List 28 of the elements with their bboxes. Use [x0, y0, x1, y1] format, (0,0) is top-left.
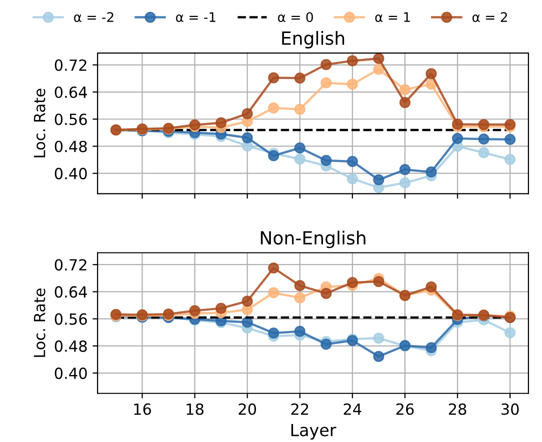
x-tick-label: 22: [291, 403, 308, 415]
y-tick-label: 0.64: [54, 86, 87, 98]
x-axis-title: Layer: [291, 424, 336, 440]
y-tick-label: 0.48: [54, 140, 87, 152]
y-axis-title: Loc. Rate: [34, 88, 46, 158]
x-tick-label: 26: [396, 403, 414, 415]
x-tick-label: 30: [502, 403, 519, 415]
y-tick-label: 0.56: [54, 313, 87, 325]
legend-label: α = 2: [472, 12, 507, 22]
legend-label: α = 0: [278, 12, 313, 22]
x-tick-label: 24: [344, 403, 362, 415]
y-tick-label: 0.40: [54, 368, 87, 380]
x-tick-label: 20: [238, 403, 256, 415]
y-tick-label: 0.72: [54, 259, 86, 271]
y-tick-label: 0.64: [54, 286, 87, 298]
y-tick-label: 0.56: [54, 114, 87, 126]
y-axis-title: Loc. Rate: [34, 288, 46, 357]
chart-title: English: [282, 30, 344, 48]
x-tick-label: 16: [134, 403, 151, 415]
legend-label: α = 1: [375, 12, 410, 22]
y-tick-label: 0.40: [54, 168, 87, 180]
legend-label: α = -1: [176, 12, 216, 22]
x-tick-label: 18: [186, 403, 204, 415]
y-tick-label: 0.72: [54, 59, 86, 71]
legend-label: α = -2: [74, 12, 114, 22]
x-tick-label: 28: [448, 403, 466, 415]
chart-title: Non-English: [260, 230, 366, 248]
y-tick-label: 0.48: [54, 340, 87, 352]
